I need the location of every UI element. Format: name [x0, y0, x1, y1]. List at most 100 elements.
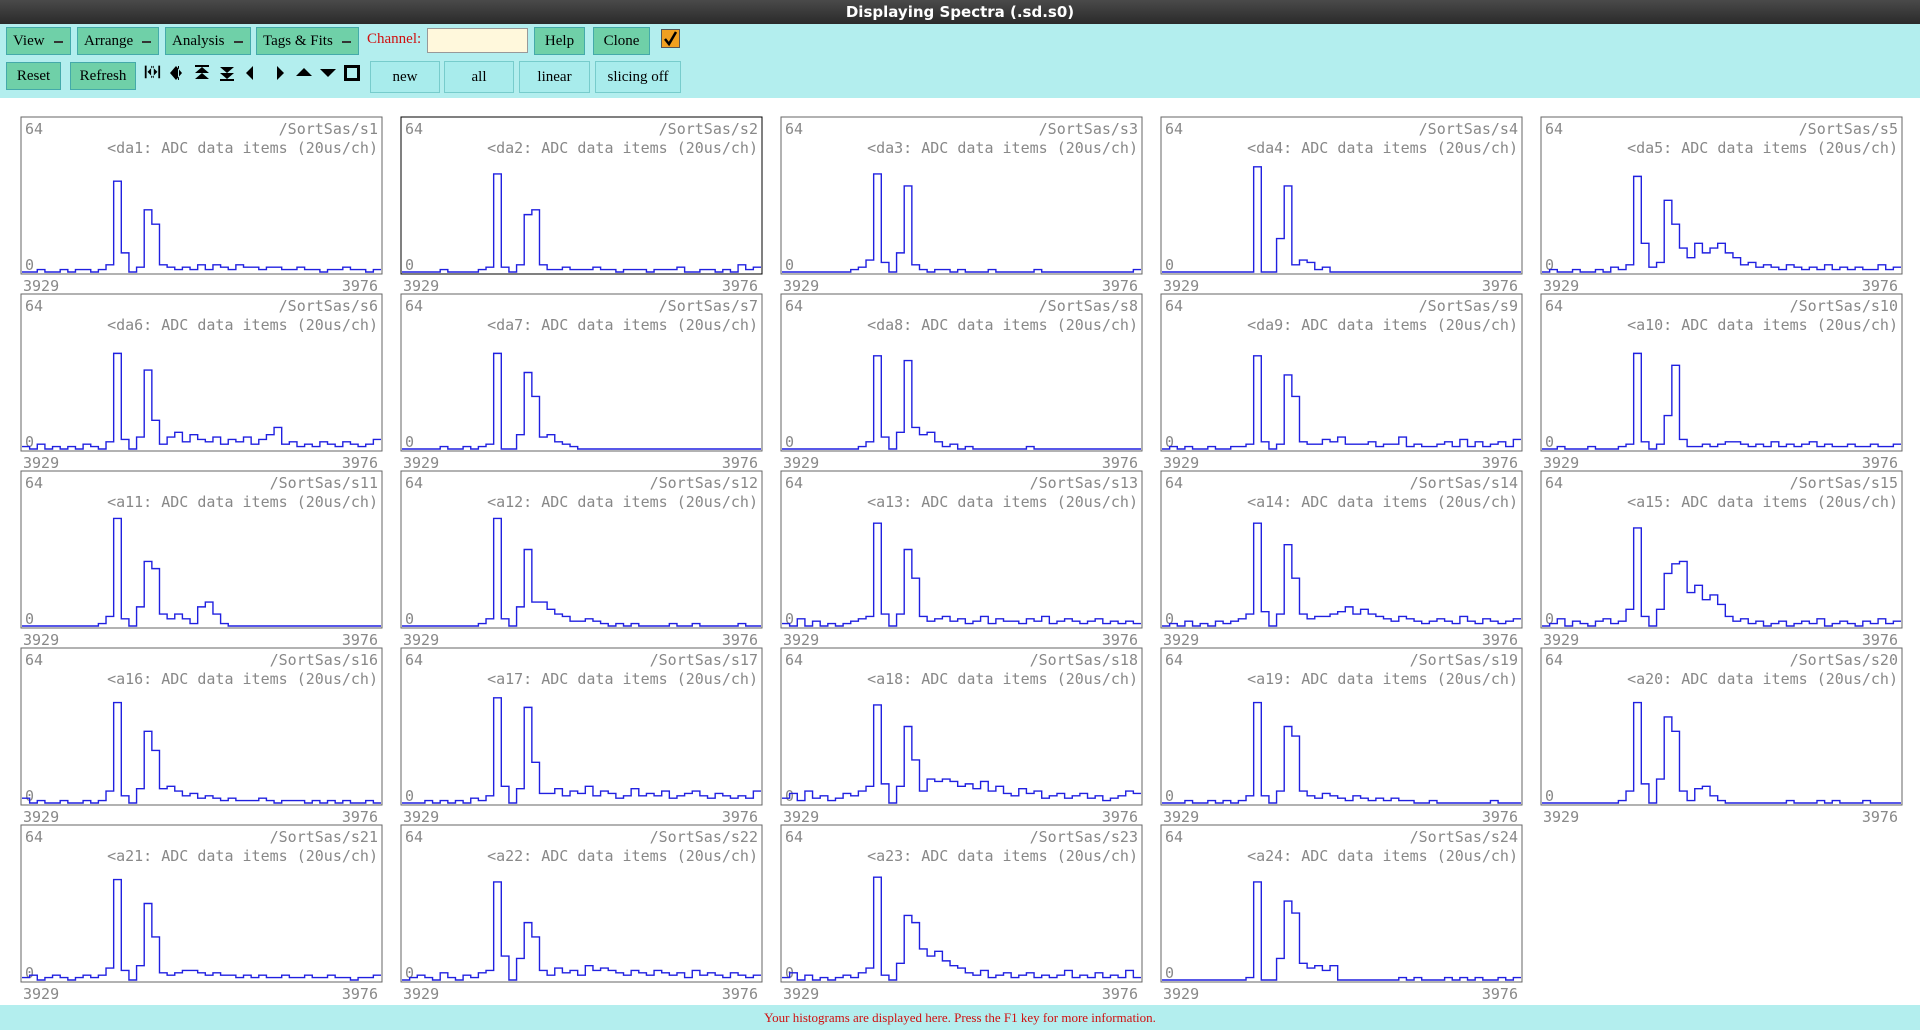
spectrum-panel[interactable]: [400, 824, 763, 983]
nav-icons[interactable]: [143, 62, 365, 84]
spectrum-panel[interactable]: [400, 116, 763, 275]
spectrum-panel[interactable]: [1540, 470, 1903, 629]
spectrum-panel[interactable]: [400, 647, 763, 806]
spectrum-path: /SortSas/s24: [1410, 828, 1518, 846]
x-min-label: 3929: [23, 985, 59, 1003]
spectrum-path: /SortSas/s7: [659, 297, 758, 315]
y-max-label: 64: [785, 120, 803, 138]
y-max-label: 64: [405, 651, 423, 669]
spectrum-panel[interactable]: [1160, 293, 1523, 452]
spectrum-label: <da6: ADC data items (20us/ch): [107, 316, 378, 334]
x-min-label: 3929: [1543, 454, 1579, 472]
x-min-label: 3929: [1163, 277, 1199, 295]
x-min-label: 3929: [783, 631, 819, 649]
y-max-label: 64: [1545, 474, 1563, 492]
reset-button[interactable]: Reset: [6, 62, 61, 90]
y-max-label: 64: [1165, 120, 1183, 138]
histogram: [22, 517, 381, 627]
menu-button[interactable]: View: [6, 27, 71, 55]
histogram: [1542, 701, 1901, 804]
toggle-button[interactable]: new: [370, 61, 440, 93]
spectrum-panel[interactable]: [780, 824, 1143, 983]
histogram: [402, 173, 761, 273]
window-title: Displaying Spectra (.sd.s0): [0, 0, 1920, 24]
x-min-label: 3929: [403, 808, 439, 826]
spectrum-label: <da2: ADC data items (20us/ch): [487, 139, 758, 157]
x-min-label: 3929: [403, 277, 439, 295]
y-max-label: 64: [25, 474, 43, 492]
checkbox[interactable]: [661, 29, 680, 48]
toggle-button[interactable]: all: [444, 61, 514, 93]
spectrum-panel[interactable]: [20, 293, 383, 452]
spectrum-label: <a19: ADC data items (20us/ch): [1247, 670, 1518, 688]
spectrum-panel[interactable]: [1160, 647, 1523, 806]
x-max-label: 3976: [342, 631, 378, 649]
histogram: [1162, 355, 1521, 450]
spectrum-path: /SortSas/s22: [650, 828, 758, 846]
x-max-label: 3976: [1102, 985, 1138, 1003]
spectrum-panel[interactable]: [1160, 470, 1523, 629]
spectrum-panel[interactable]: [1160, 824, 1523, 983]
menu-button[interactable]: Analysis: [165, 27, 251, 55]
spectrum-panel[interactable]: [400, 470, 763, 629]
histogram: [782, 355, 1141, 450]
y-max-label: 64: [25, 828, 43, 846]
y-min-label: 0: [1545, 256, 1554, 274]
y-min-label: 0: [785, 256, 794, 274]
spectrum-label: <da4: ADC data items (20us/ch): [1247, 139, 1518, 157]
spectrum-label: <da3: ADC data items (20us/ch): [867, 139, 1138, 157]
channel-input[interactable]: [427, 28, 528, 53]
histogram: [1162, 166, 1521, 273]
x-max-label: 3976: [1482, 277, 1518, 295]
x-max-label: 3976: [1102, 808, 1138, 826]
spectrum-panel[interactable]: [1540, 116, 1903, 275]
spectrum-label: <a17: ADC data items (20us/ch): [487, 670, 758, 688]
toggle-button[interactable]: slicing off: [595, 61, 681, 93]
spectrum-path: /SortSas/s16: [270, 651, 378, 669]
spectrum-path: /SortSas/s13: [1030, 474, 1138, 492]
spectrum-label: <a23: ADC data items (20us/ch): [867, 847, 1138, 865]
spectrum-panel[interactable]: [1160, 116, 1523, 275]
spectrum-path: /SortSas/s23: [1030, 828, 1138, 846]
y-min-label: 0: [785, 433, 794, 451]
spectrum-panel[interactable]: [20, 647, 383, 806]
histogram: [22, 701, 381, 804]
x-max-label: 3976: [1102, 631, 1138, 649]
spectrum-label: <a14: ADC data items (20us/ch): [1247, 493, 1518, 511]
refresh-button[interactable]: Refresh: [70, 62, 136, 90]
y-min-label: 0: [405, 433, 414, 451]
spectrum-panel[interactable]: [20, 824, 383, 983]
spectrum-panel[interactable]: [1540, 293, 1903, 452]
spectrum-panel[interactable]: [780, 293, 1143, 452]
y-min-label: 0: [25, 787, 34, 805]
spectrum-path: /SortSas/s2: [659, 120, 758, 138]
spectrum-panel[interactable]: [20, 116, 383, 275]
histogram: [1162, 881, 1521, 981]
x-max-label: 3976: [1482, 985, 1518, 1003]
x-max-label: 3976: [1862, 808, 1898, 826]
y-max-label: 64: [1165, 297, 1183, 315]
spectrum-panel[interactable]: [20, 470, 383, 629]
spectrum-path: /SortSas/s1: [279, 120, 378, 138]
y-max-label: 64: [785, 474, 803, 492]
histogram: [782, 876, 1141, 981]
spectrum-label: <da8: ADC data items (20us/ch): [867, 316, 1138, 334]
toggle-button[interactable]: linear: [519, 61, 590, 93]
spectrum-panel[interactable]: [1540, 647, 1903, 806]
menu-button[interactable]: Tags & Fits: [256, 27, 359, 55]
y-max-label: 64: [25, 651, 43, 669]
spectrum-panel[interactable]: [780, 470, 1143, 629]
spectrum-panel[interactable]: [400, 293, 763, 452]
spectrum-label: <da9: ADC data items (20us/ch): [1247, 316, 1518, 334]
y-min-label: 0: [405, 787, 414, 805]
spectrum-panel[interactable]: [780, 647, 1143, 806]
clone-button[interactable]: Clone: [593, 27, 650, 55]
x-min-label: 3929: [1163, 985, 1199, 1003]
spectrum-panel[interactable]: [780, 116, 1143, 275]
menu-button[interactable]: Arrange: [77, 27, 159, 55]
spectrum-label: <a16: ADC data items (20us/ch): [107, 670, 378, 688]
histogram: [402, 697, 761, 804]
spectrum-label: <a15: ADC data items (20us/ch): [1627, 493, 1898, 511]
help-button[interactable]: Help: [534, 27, 585, 55]
x-max-label: 3976: [1102, 277, 1138, 295]
